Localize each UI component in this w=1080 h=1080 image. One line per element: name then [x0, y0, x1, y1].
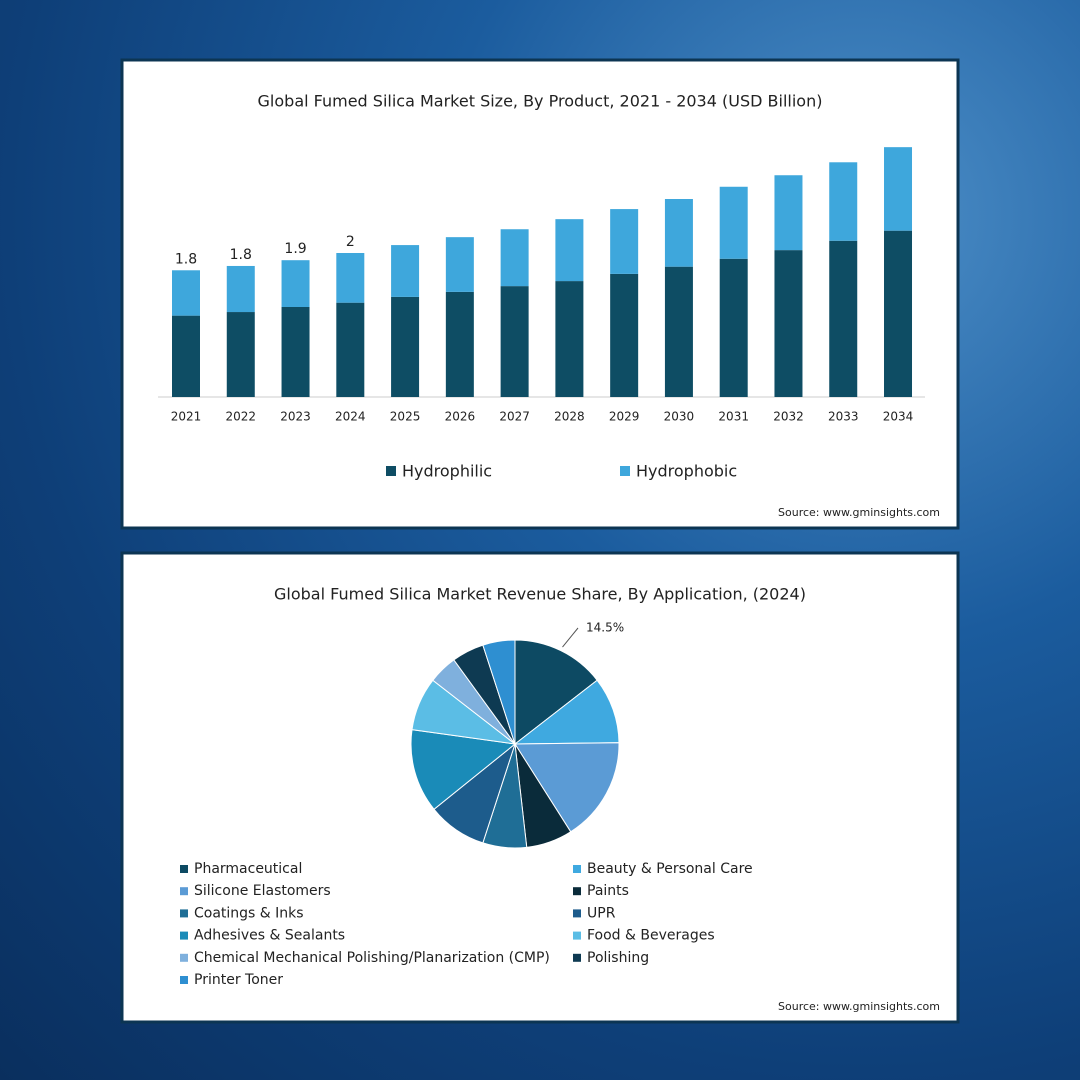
x-tick-label: 2034 — [883, 410, 914, 424]
bar-segment — [774, 250, 803, 397]
legend-swatch — [573, 953, 581, 962]
x-tick-label: 2026 — [445, 410, 476, 424]
bar-segment — [445, 237, 474, 292]
bar-segment — [500, 229, 529, 287]
bar-segment — [829, 240, 858, 397]
bar-segment — [664, 266, 693, 397]
bar-segment — [226, 312, 255, 397]
panel — [120, 58, 960, 530]
total-label: 1.9 — [284, 241, 306, 257]
bar-segment — [391, 296, 420, 397]
legend-swatch — [180, 953, 188, 962]
x-tick-label: 2029 — [609, 410, 640, 424]
bar-segment — [445, 291, 474, 397]
bar-segment — [172, 315, 200, 397]
x-tick-label: 2033 — [828, 410, 859, 424]
legend-label: UPR — [587, 905, 616, 921]
bar-segment — [664, 199, 693, 267]
pie-slice — [514, 639, 598, 746]
legend-swatch — [573, 931, 581, 940]
legend-label: Pharmaceutical — [194, 861, 302, 877]
bar-segment — [555, 219, 584, 282]
legend-swatch — [386, 466, 396, 476]
bar-segment — [774, 175, 803, 251]
source: Source: www.gminsights.com — [778, 506, 940, 519]
bar-segment — [719, 258, 748, 397]
x-tick-label: 2028 — [554, 410, 585, 424]
x-tick-label: 2032 — [773, 410, 804, 424]
legend-label: Chemical Mechanical Polishing/Planarizat… — [194, 950, 550, 966]
legend-swatch — [180, 931, 188, 940]
legend-label: Paints — [587, 883, 629, 899]
data-label: 14.5% — [586, 621, 624, 635]
bar-segment — [829, 162, 858, 241]
bar-segment — [281, 307, 310, 397]
legend-swatch — [620, 466, 630, 476]
x-tick-label: 2030 — [664, 410, 695, 424]
bar-segment — [391, 245, 420, 297]
total-label: 1.8 — [175, 251, 197, 267]
bar-segment — [336, 253, 365, 303]
bar-segment — [610, 209, 639, 274]
legend-swatch — [180, 887, 188, 896]
x-tick-label: 2024 — [335, 410, 366, 424]
legend-label: Hydrophobic — [636, 462, 737, 481]
bar-segment — [281, 260, 310, 307]
pie-slice — [410, 729, 517, 810]
pie-slice — [482, 639, 516, 745]
legend-label: Silicone Elastomers — [194, 883, 331, 899]
chart-title: Global Fumed Silica Market Revenue Share… — [274, 585, 806, 604]
pie-slice — [514, 742, 620, 833]
x-tick-label: 2022 — [225, 410, 256, 424]
bar-segment — [500, 286, 529, 397]
legend-label: Hydrophilic — [402, 462, 492, 481]
x-tick-label: 2031 — [718, 410, 749, 424]
bar-segment — [336, 302, 365, 397]
legend-swatch — [180, 865, 188, 873]
legend-swatch — [180, 909, 188, 918]
x-tick-label: 2025 — [390, 410, 421, 424]
x-tick-label: 2027 — [499, 410, 530, 424]
x-tick-label: 2023 — [280, 410, 311, 424]
total-label: 1.8 — [230, 247, 252, 263]
bar-segment — [884, 147, 913, 231]
chart-title: Global Fumed Silica Market Size, By Prod… — [258, 92, 823, 111]
legend-label: Food & Beverages — [587, 928, 715, 944]
bar-segment — [555, 281, 584, 397]
legend-label: Polishing — [587, 950, 649, 966]
legend-label: Printer Toner — [194, 972, 283, 988]
legend-swatch — [573, 865, 581, 873]
bar-segment — [719, 186, 748, 259]
legend-swatch — [180, 976, 188, 984]
legend-swatch — [573, 909, 581, 918]
leader-line — [562, 627, 579, 648]
x-tick-label: 2021 — [171, 410, 202, 424]
legend-label: Adhesives & Sealants — [194, 928, 345, 944]
bar-segment — [884, 230, 913, 397]
bar-segment — [172, 270, 200, 316]
bar-segment — [226, 265, 255, 313]
legend-label: Beauty & Personal Care — [587, 861, 753, 877]
source: Source: www.gminsights.com — [778, 1000, 940, 1013]
total-label: 2 — [346, 234, 355, 250]
bar-segment — [610, 273, 639, 397]
legend-label: Coatings & Inks — [194, 905, 304, 921]
legend-swatch — [573, 887, 581, 896]
